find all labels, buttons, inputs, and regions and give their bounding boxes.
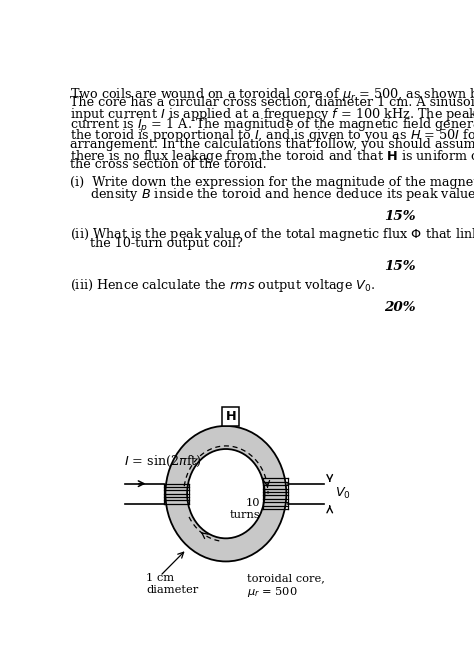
Text: arrangement. In the calculations that follow, you should assume that: arrangement. In the calculations that fo… <box>70 138 474 151</box>
Text: 15%: 15% <box>384 210 416 223</box>
Ellipse shape <box>187 449 264 538</box>
Text: Two coils are wound on a toroidal core of $\mu_r$ = 500, as shown below.: Two coils are wound on a toroidal core o… <box>70 86 474 103</box>
Text: $I$ = sin(2$\pi$ft): $I$ = sin(2$\pi$ft) <box>124 454 201 469</box>
Text: toroidal core,
$\mu_r$ = 500: toroidal core, $\mu_r$ = 500 <box>247 573 325 600</box>
Text: there is no flux leakage from the toroid and that $\mathbf{H}$ is uniform over: there is no flux leakage from the toroid… <box>70 148 474 165</box>
Text: The core has a circular cross section, diameter 1 cm. A sinusoidal: The core has a circular cross section, d… <box>70 96 474 109</box>
Text: 15%: 15% <box>384 260 416 273</box>
Text: 10
turns: 10 turns <box>229 498 260 520</box>
Text: (ii) What is the peak value of the total magnetic flux $\Phi$ that links to: (ii) What is the peak value of the total… <box>70 227 474 243</box>
Text: density $B$ inside the toroid and hence deduce its peak value $B_p$.: density $B$ inside the toroid and hence … <box>70 187 474 205</box>
Text: (i)  Write down the expression for the magnitude of the magnetic flux: (i) Write down the expression for the ma… <box>70 177 474 190</box>
Text: $\mathbf{H}$: $\mathbf{H}$ <box>225 410 236 423</box>
Text: the cross section of the toroid.: the cross section of the toroid. <box>70 158 267 171</box>
Text: the 10-turn output coil?: the 10-turn output coil? <box>70 237 243 250</box>
Text: current is $I_p$ = 1 A. The magnitude of the magnetic field generated in: current is $I_p$ = 1 A. The magnitude of… <box>70 117 474 135</box>
Text: 20%: 20% <box>384 300 416 314</box>
Text: 1 cm
diameter: 1 cm diameter <box>146 573 198 595</box>
Text: input current $I$ is applied at a frequency $f$ = 100 kHz. The peak input: input current $I$ is applied at a freque… <box>70 106 474 123</box>
Ellipse shape <box>165 426 286 561</box>
Text: the toroid is proportional to $I$, and is given to you as $H$ = 50$I$ for this: the toroid is proportional to $I$, and i… <box>70 127 474 144</box>
Text: (iii) Hence calculate the $\mathit{rms}$ output voltage $V_0$.: (iii) Hence calculate the $\mathit{rms}$… <box>70 276 375 293</box>
Text: $V_0$: $V_0$ <box>335 486 351 501</box>
